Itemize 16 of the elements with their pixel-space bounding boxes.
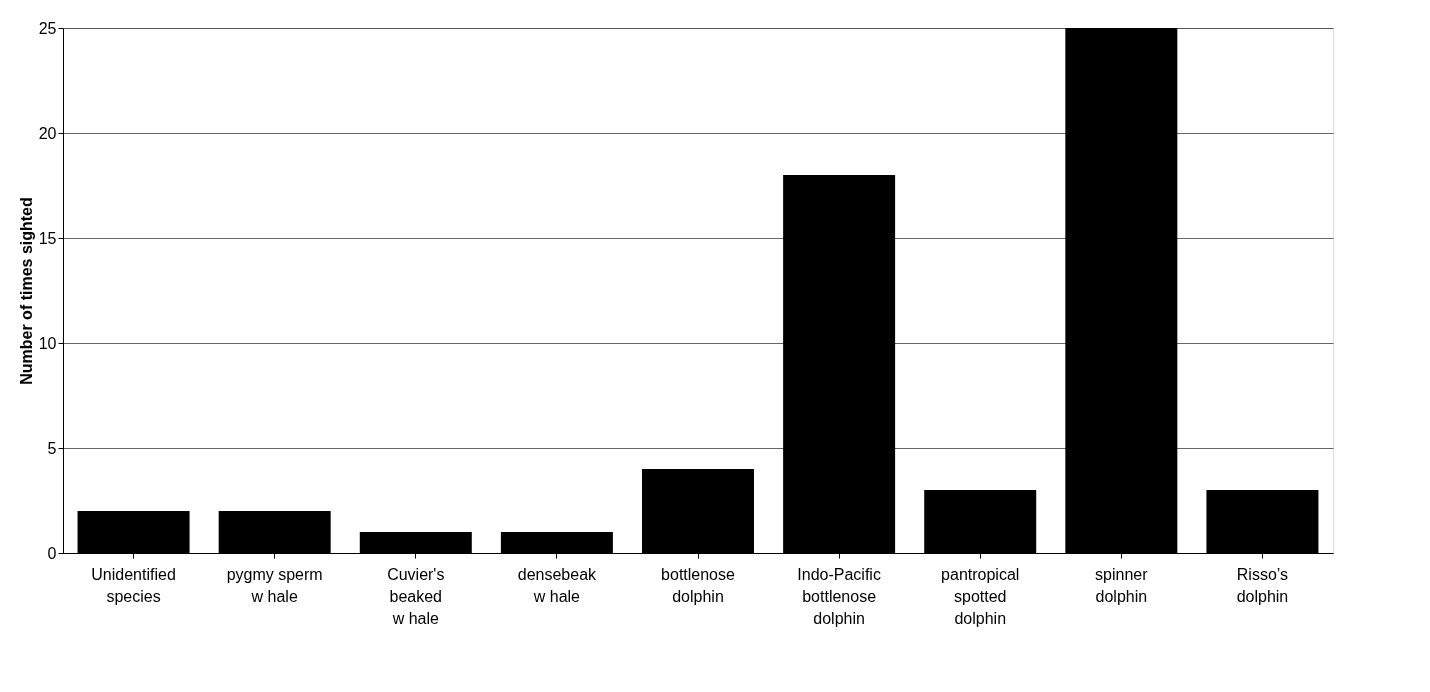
x-tick-label: Cuvier's beaked w hale	[387, 565, 445, 627]
y-tick-label: 20	[38, 124, 57, 142]
x-tick-label: spinner dolphin	[1095, 565, 1149, 605]
x-tick-label: pantropical spotted dolphin	[941, 565, 1020, 627]
y-tick-label: 0	[47, 544, 57, 562]
y-tick-label: 5	[47, 439, 57, 457]
y-tick-label: 25	[38, 19, 57, 37]
y-tick-label: 15	[38, 229, 57, 247]
y-tick-label: 10	[38, 334, 57, 352]
x-tick-label: pygmy sperm w hale	[226, 565, 323, 605]
x-tick-label: Indo-Pacific bottlenose dolphin	[797, 565, 881, 627]
y-axis-title: Number of times sighted	[17, 197, 35, 385]
x-tick-label: bottlenose dolphin	[661, 565, 736, 605]
x-tick-label: Risso’s dolphin	[1236, 565, 1289, 605]
x-tick-label: densebeak w hale	[517, 565, 598, 605]
x-tick-label: Unidentified species	[91, 565, 176, 605]
